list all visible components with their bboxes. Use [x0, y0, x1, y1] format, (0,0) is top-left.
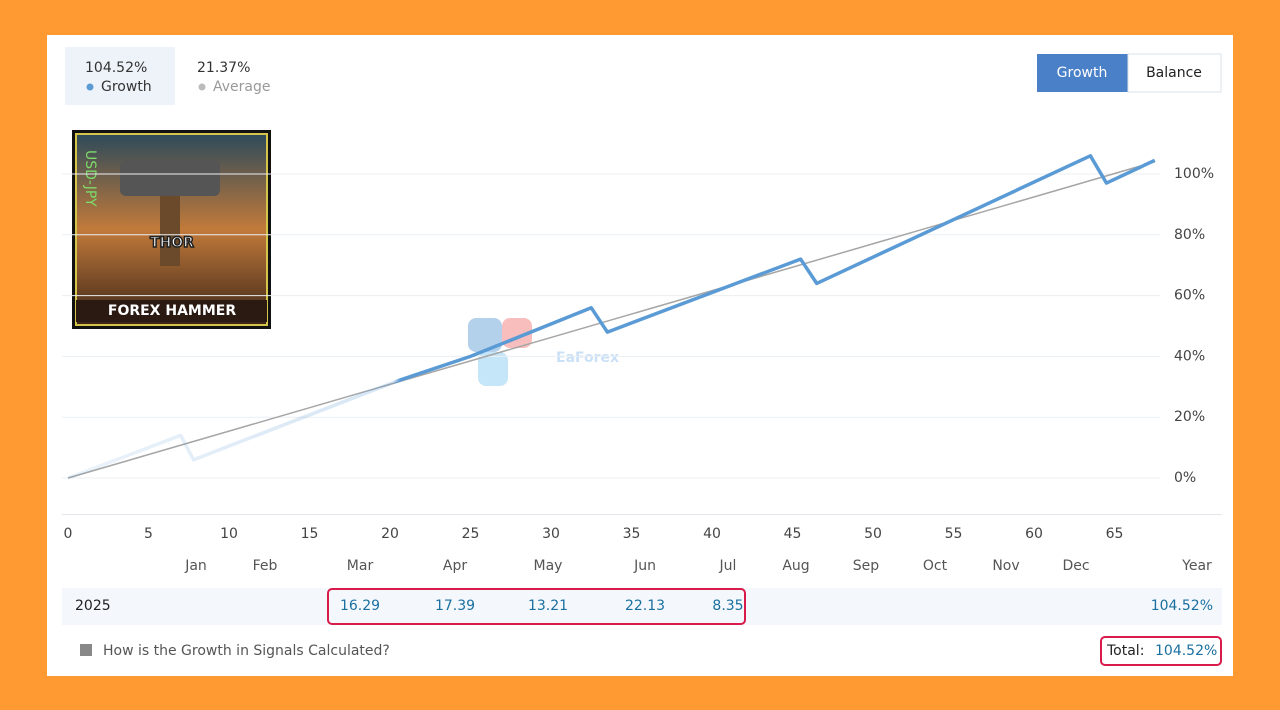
month-value: 13.21	[528, 598, 568, 614]
logo-pair: USD-JPY	[82, 150, 98, 207]
x-tick-label: 15	[301, 526, 319, 542]
month-value: 17.39	[435, 598, 475, 614]
x-tick-label: 40	[703, 526, 721, 542]
watermark-icon	[468, 318, 532, 386]
total-box	[1100, 636, 1222, 666]
x-tick-label: 0	[64, 526, 73, 542]
series-line	[67, 161, 1156, 479]
stat-label: Average	[213, 79, 271, 95]
y-tick-label: 80%	[1174, 227, 1205, 243]
x-tick-label: 45	[784, 526, 802, 542]
stat-box	[65, 47, 175, 105]
total-value: 104.52%	[1155, 643, 1217, 659]
month-value: 16.29	[340, 598, 380, 614]
y-tick-label: 40%	[1174, 348, 1205, 364]
x-tick-label: 5	[144, 526, 153, 542]
month-label: Mar	[347, 558, 374, 574]
x-tick-label: 10	[220, 526, 238, 542]
x-tick-label: 50	[864, 526, 882, 542]
month-label: Sep	[853, 558, 880, 574]
x-tick-label: 55	[945, 526, 963, 542]
month-label: Oct	[923, 558, 948, 574]
x-tick-label: 35	[623, 526, 641, 542]
x-tick-label: 60	[1025, 526, 1043, 542]
month-label: Apr	[443, 558, 467, 574]
row-total: 104.52%	[1151, 598, 1213, 614]
total-label: Total:	[1106, 643, 1144, 659]
y-tick-label: 60%	[1174, 288, 1205, 304]
hammer-handle	[160, 196, 180, 266]
tab-label[interactable]: Growth	[1057, 65, 1108, 81]
month-label: May	[534, 558, 563, 574]
x-tick-label: 25	[462, 526, 480, 542]
stat-value: 104.52%	[85, 60, 147, 76]
month-label: Jun	[633, 558, 656, 574]
x-tick-label: 20	[381, 526, 399, 542]
tab-label[interactable]: Balance	[1146, 65, 1202, 81]
x-tick-label: 65	[1106, 526, 1124, 542]
legend-dot	[198, 83, 206, 91]
chart: 0% 20% 40% 60% 80% 100% 0 5 10 15 20 25 30 35 40 45 50 55…	[62, 154, 1222, 542]
tab[interactable]	[1127, 53, 1222, 93]
month-value: 22.13	[625, 598, 665, 614]
month-label: Jul	[719, 558, 737, 574]
logo-title: THOR	[150, 235, 194, 251]
x-tick-label: 30	[542, 526, 560, 542]
table-row-bg	[62, 588, 1222, 625]
table: Jan Feb Mar Apr May Jun Jul Aug Sep Oct Nov Dec Year…	[75, 558, 1213, 614]
month-label: Aug	[782, 558, 809, 574]
y-tick-label: 100%	[1174, 166, 1214, 182]
month-label: Dec	[1062, 558, 1089, 574]
month-value: 8.35	[712, 598, 743, 614]
watermark: EaForex	[556, 350, 619, 366]
hammer-head	[120, 160, 220, 196]
month-label: Jan	[184, 558, 207, 574]
series-line	[67, 154, 1156, 480]
info-icon	[80, 644, 92, 656]
tab-active[interactable]	[1037, 54, 1128, 92]
logo-band	[76, 300, 267, 322]
month-label: Nov	[992, 558, 1019, 574]
year-header: Year	[1181, 558, 1212, 574]
logo-subtitle: FOREX HAMMER	[108, 303, 236, 319]
row-year: 2025	[75, 598, 111, 614]
highlight-box	[327, 588, 746, 625]
help-link[interactable]: How is the Growth in Signals Calculated?	[103, 643, 390, 659]
legend-dot	[86, 83, 94, 91]
y-tick-label: 20%	[1174, 409, 1205, 425]
month-label: Feb	[253, 558, 278, 574]
y-tick-label: 0%	[1174, 470, 1196, 486]
stat-label: Growth	[101, 79, 152, 95]
stat-value: 21.37%	[197, 60, 250, 76]
